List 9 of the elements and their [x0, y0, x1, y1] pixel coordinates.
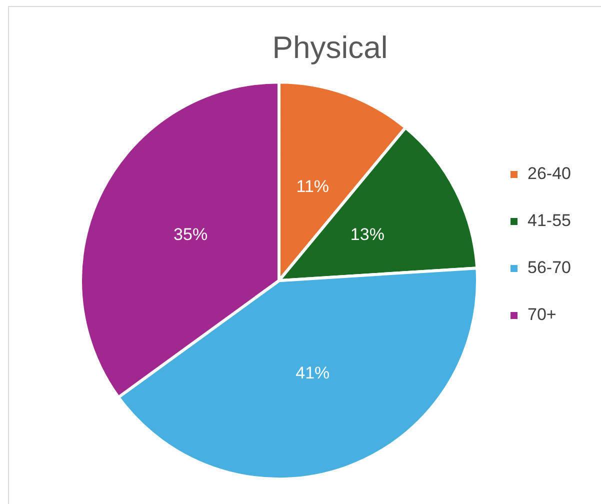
legend-label: 56-70 — [528, 258, 572, 278]
data-label: 41% — [296, 364, 330, 383]
legend-label: 41-55 — [528, 211, 572, 230]
chart-title: Physical — [272, 30, 388, 66]
legend-label: 26-40 — [528, 164, 572, 184]
data-label: 11% — [296, 176, 330, 196]
legend-label: 70+ — [528, 305, 556, 324]
data-label: 13% — [350, 225, 384, 244]
data-label: 35% — [174, 225, 208, 244]
